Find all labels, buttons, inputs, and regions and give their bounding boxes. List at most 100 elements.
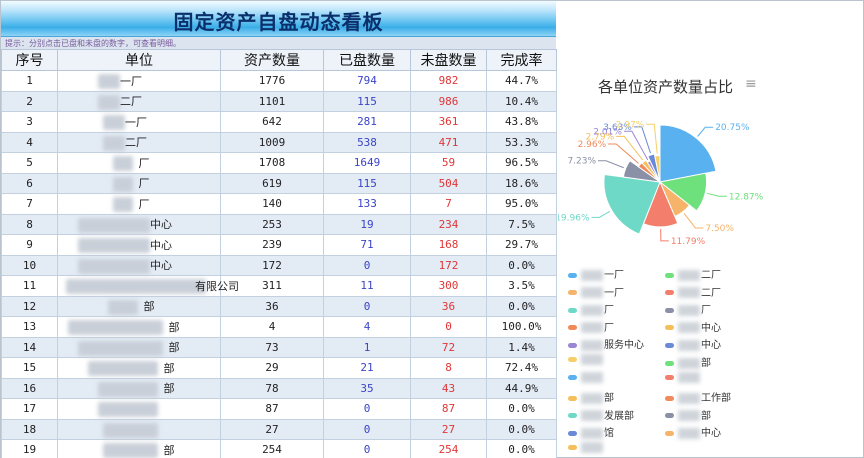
pie-data-label: 2.01% [593,127,622,137]
legend-item[interactable]: 部 [665,407,711,422]
hint-text: 提示：分别点击已盘和未盘的数字，可查看明细。 [5,39,181,48]
legend-item[interactable] [568,442,604,456]
legend-item[interactable]: 二厂 [665,284,721,299]
uncounted-count-link[interactable]: 168 [410,234,487,256]
legend-color-icon [665,430,674,436]
pie-slice[interactable] [603,173,661,235]
pie-slice[interactable] [637,162,661,183]
counted-count-link[interactable]: 4 [323,316,411,338]
unit-name: 部 [57,295,221,317]
uncounted-count-link[interactable]: 43 [410,377,487,399]
legend-label: 一厂 [604,270,624,281]
counted-count-link[interactable]: 1 [323,336,411,358]
counted-count-link[interactable]: 115 [323,90,411,112]
uncounted-count-link[interactable]: 234 [410,213,487,235]
counted-count-link[interactable]: 1649 [323,152,411,174]
redacted-blur [98,381,158,397]
legend-color-icon [568,430,577,436]
legend-item[interactable]: 一厂 [568,266,624,281]
legend-item[interactable] [568,354,604,368]
redacted-blur [98,74,120,89]
counted-count-link[interactable]: 794 [323,70,411,92]
counted-count-link[interactable]: 281 [323,111,411,133]
uncounted-count-link[interactable]: 361 [410,111,487,133]
counted-count-link[interactable]: 0 [323,418,411,440]
asset-count: 36 [220,295,324,317]
uncounted-count-link[interactable]: 59 [410,152,487,174]
legend-item[interactable]: 厂 [568,301,614,316]
asset-count: 73 [220,336,324,358]
unit-name-text: 一厂 [125,115,147,129]
counted-count-link[interactable]: 35 [323,377,411,399]
counted-count-link[interactable]: 0 [323,398,411,420]
legend-item[interactable]: 二厂 [665,266,721,281]
legend-item[interactable]: 部 [665,354,711,369]
table-row: 12 部 36 0 36 0.0% [1,295,557,317]
legend-label: 二厂 [701,270,721,281]
pie-slice[interactable] [654,154,661,183]
legend-item[interactable]: 部 [568,389,614,405]
legend-item[interactable] [568,371,604,386]
redacted-blur [581,354,603,365]
unit-name-text: 一厂 [120,74,142,88]
uncounted-count-link[interactable]: 986 [410,90,487,112]
pie-slice[interactable] [658,172,708,212]
redacted-blur [581,322,603,334]
uncounted-count-link[interactable]: 27 [410,418,487,440]
uncounted-count-link[interactable]: 254 [410,439,487,458]
uncounted-count-link[interactable]: 8 [410,357,487,379]
uncounted-count-link[interactable]: 7 [410,193,487,215]
counted-count-link[interactable]: 115 [323,172,411,194]
legend-item[interactable]: 中心 [665,424,721,439]
completion-rate: 18.6% [486,172,557,194]
table-body: 1 一厂 1776 794 982 44.7% 2 二厂 1101 115 986 10.4% 3 一厂 6… [1,70,557,458]
legend-item[interactable]: 厂 [665,301,711,316]
counted-count-link[interactable]: 0 [323,439,411,458]
hamburger-menu-icon[interactable]: ≡ [745,76,757,92]
uncounted-count-link[interactable]: 504 [410,172,487,194]
unit-name-text: 中心 [150,238,172,252]
uncounted-count-link[interactable]: 172 [410,254,487,276]
legend-item[interactable]: 厂 [568,319,614,334]
legend-item[interactable]: 工作部 [665,389,731,404]
legend-label: 中心 [701,322,721,334]
redacted-blur [678,410,700,422]
uncounted-count-link[interactable]: 87 [410,398,487,420]
legend-item[interactable]: 中心 [665,319,721,334]
pie-slice[interactable] [622,159,661,183]
pie-slice[interactable] [641,159,661,183]
uncounted-count-link[interactable]: 300 [410,275,487,297]
counted-count-link[interactable]: 19 [323,213,411,235]
counted-count-link[interactable]: 11 [323,275,411,297]
uncounted-count-link[interactable]: 36 [410,295,487,317]
row-number: 6 [1,172,58,194]
unit-name: 有限公司 [57,275,239,297]
uncounted-count-link[interactable]: 0 [410,316,487,338]
asset-count: 253 [220,213,324,235]
redacted-blur [66,279,206,294]
counted-count-link[interactable]: 0 [323,295,411,317]
counted-count-link[interactable]: 71 [323,234,411,256]
pie-slice[interactable] [647,153,661,183]
counted-count-link[interactable]: 21 [323,357,411,379]
legend-item[interactable]: 服务中心 [568,336,644,351]
uncounted-count-link[interactable]: 471 [410,131,487,153]
legend-item[interactable]: 馆 [568,424,614,439]
legend-item[interactable]: 中心 [665,336,721,351]
redacted-blur [98,402,158,417]
unit-name-text: 部 [163,361,175,375]
counted-count-link[interactable]: 0 [323,254,411,276]
row-number: 15 [1,357,58,379]
legend-item[interactable] [665,371,701,386]
counted-count-link[interactable]: 538 [323,131,411,153]
counted-count-link[interactable]: 133 [323,193,411,215]
legend-label: 部 [604,393,614,405]
legend-color-icon [568,374,577,380]
pie-slice[interactable] [659,124,717,183]
inventory-table-panel: 固定资产自盘动态看板 提示：分别点击已盘和未盘的数字，可查看明细。 序号 单位 … [1,1,557,458]
uncounted-count-link[interactable]: 982 [410,70,487,92]
uncounted-count-link[interactable]: 72 [410,336,487,358]
legend-item[interactable]: 发展部 [568,407,634,422]
legend-color-icon [568,413,577,419]
legend-item[interactable]: 一厂 [568,284,624,299]
